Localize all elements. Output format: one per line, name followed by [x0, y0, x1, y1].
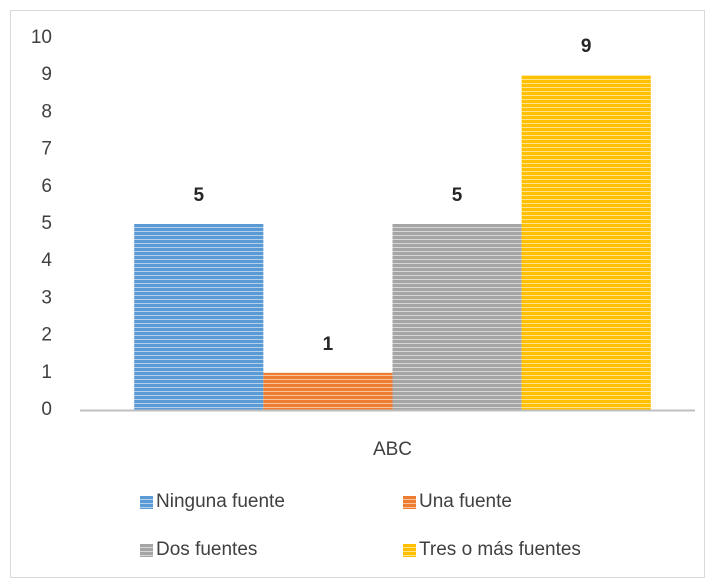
legend-swatch — [140, 496, 153, 509]
y-tick-label: 3 — [41, 287, 52, 308]
legend-label: Dos fuentes — [156, 539, 257, 560]
legend-label: Ninguna fuente — [156, 491, 285, 512]
bar — [392, 224, 522, 410]
y-tick-label: 6 — [41, 176, 52, 197]
legend-label: Una fuente — [419, 491, 512, 512]
y-tick-label: 7 — [41, 139, 52, 160]
y-tick-label: 5 — [41, 213, 52, 234]
legend-swatch — [140, 544, 153, 557]
data-label: 5 — [193, 185, 204, 206]
legend-swatch — [403, 544, 416, 557]
legend-swatch — [403, 496, 416, 509]
y-tick-label: 9 — [41, 64, 52, 85]
bar — [263, 372, 393, 410]
y-tick-label: 2 — [41, 325, 52, 346]
legend-label: Tres o más fuentes — [419, 539, 581, 560]
bar — [521, 75, 651, 410]
data-label: 9 — [581, 36, 592, 57]
y-tick-label: 0 — [41, 399, 52, 420]
data-label: 5 — [452, 185, 463, 206]
x-tick-label: ABC — [373, 439, 412, 460]
bar — [134, 224, 264, 410]
y-tick-label: 8 — [41, 101, 52, 122]
y-tick-label: 4 — [41, 250, 52, 271]
y-tick-label: 10 — [31, 27, 52, 48]
y-tick-label: 1 — [41, 362, 52, 383]
data-label: 1 — [323, 334, 334, 355]
